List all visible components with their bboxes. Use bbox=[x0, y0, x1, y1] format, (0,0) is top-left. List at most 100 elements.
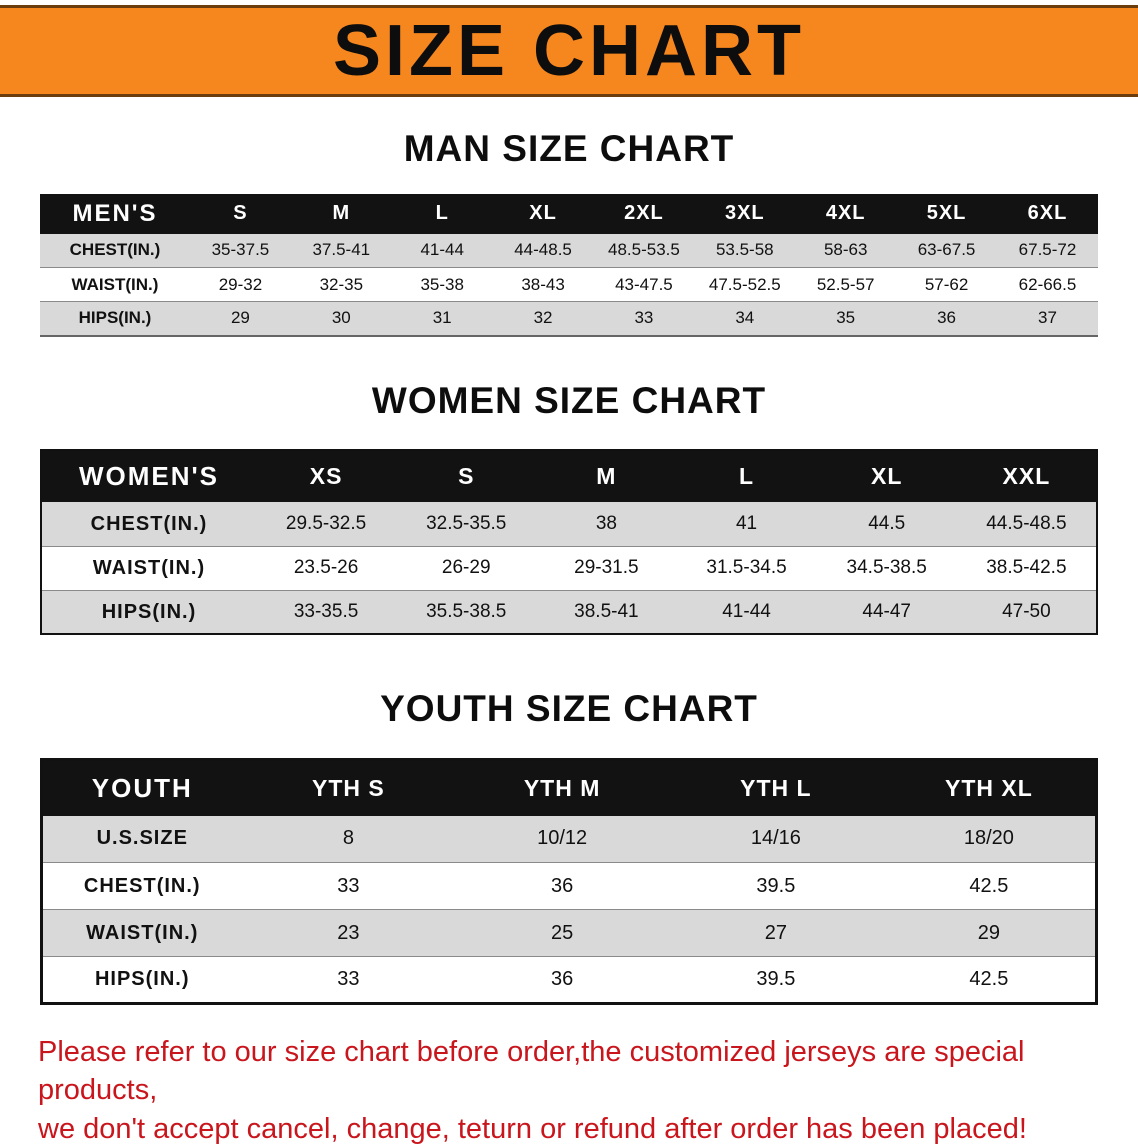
size-column-header: YTH S bbox=[241, 759, 456, 816]
size-value-cell: 38.5-42.5 bbox=[986, 557, 1067, 579]
row-label: HIPS(IN.) bbox=[78, 308, 152, 328]
size-value-cell: 35.5-38.5 bbox=[426, 601, 507, 623]
size-value-cell: 29-31.5 bbox=[574, 557, 639, 579]
size-value-cell: 29 bbox=[230, 308, 250, 328]
size-value-cell: 57-62 bbox=[924, 274, 969, 294]
size-value-cell: 10/12 bbox=[537, 827, 588, 850]
size-value-cell: 31.5-34.5 bbox=[706, 557, 787, 579]
size-column-header: 5XL bbox=[896, 193, 997, 234]
size-value-cell: 67.5-72 bbox=[1018, 240, 1077, 260]
size-value-cell: 41-44 bbox=[420, 240, 464, 260]
size-column-header: XL bbox=[816, 450, 957, 503]
disclaimer-line-1: Please refer to our size chart before or… bbox=[38, 1036, 1025, 1107]
size-value-cell: 35-38 bbox=[420, 274, 464, 294]
table-title-cell: WOMEN'S bbox=[41, 450, 256, 503]
size-column-header: XL bbox=[492, 193, 594, 234]
man-size-chart-section: MAN SIZE CHART MEN'S S M L XL 2XL 3XL 4XL 5XL 6XL… bbox=[0, 128, 1138, 337]
size-value-cell: 33 bbox=[337, 874, 360, 897]
measurement-row: WAIST(IN.) 23.5-26 26-29 29-31.5 31.5-34.5 34… bbox=[41, 546, 1097, 591]
size-value-cell: 38-43 bbox=[521, 274, 565, 294]
size-value-cell: 36 bbox=[937, 308, 957, 328]
measurement-row: CHEST(IN.) 29.5-32.5 32.5-35.5 38 41 44.5 44.5… bbox=[41, 502, 1097, 547]
size-value-cell: 32.5-35.5 bbox=[426, 513, 507, 535]
size-value-cell: 34 bbox=[735, 308, 755, 328]
header-row: WOMEN'S XS S M L XL XXL bbox=[41, 450, 1097, 503]
size-column-header: M bbox=[536, 450, 677, 503]
size-value-cell: 29-32 bbox=[218, 274, 263, 294]
measurement-row: WAIST(IN.) 23 25 27 29 bbox=[41, 909, 1097, 957]
size-value-cell: 43-47.5 bbox=[615, 274, 673, 294]
row-label: WAIST(IN.) bbox=[86, 921, 199, 944]
measurement-row: CHEST(IN.) 35-37.5 37.5-41 41-44 44-48.5 48.5… bbox=[40, 233, 1098, 268]
size-value-cell: 37 bbox=[1038, 308, 1057, 328]
size-value-cell: 23.5-26 bbox=[293, 557, 359, 579]
size-column-header: YTH XL bbox=[882, 759, 1097, 816]
size-value-cell: 14/16 bbox=[750, 827, 801, 850]
size-value-cell: 39.5 bbox=[756, 968, 796, 991]
size-value-cell: 18/20 bbox=[963, 827, 1014, 850]
size-value-cell: 41 bbox=[735, 513, 758, 535]
size-value-cell: 42.5 bbox=[969, 874, 1009, 897]
size-column-header: S bbox=[190, 193, 291, 234]
size-value-cell: 52.5-57 bbox=[816, 274, 875, 294]
row-label: CHEST(IN.) bbox=[69, 240, 161, 260]
size-value-cell: 8 bbox=[342, 827, 354, 850]
disclaimer-line-2: we don't accept cancel, change, teturn o… bbox=[38, 1112, 1027, 1145]
size-value-cell: 48.5-53.5 bbox=[608, 240, 680, 260]
size-value-cell: 47-50 bbox=[1002, 601, 1051, 623]
men-size-table-wrap: MEN'S S M L XL 2XL 3XL 4XL 5XL 6XL CHEST(IN.) 35-37… bbox=[40, 193, 1098, 337]
size-column-header: YTH M bbox=[455, 759, 669, 816]
size-value-cell: 41-44 bbox=[722, 601, 771, 623]
size-value-cell: 33 bbox=[634, 308, 654, 328]
size-value-cell: 63-67.5 bbox=[917, 240, 976, 260]
size-value-cell: 34.5-38.5 bbox=[846, 557, 927, 579]
women-size-chart-section: WOMEN SIZE CHART WOMEN'S XS S M L XL XXL CHEST(… bbox=[0, 379, 1138, 636]
row-label: WAIST(IN.) bbox=[92, 556, 206, 579]
measurement-row: CHEST(IN.) 33 36 39.5 42.5 bbox=[41, 862, 1097, 910]
women-size-chart-heading: WOMEN SIZE CHART bbox=[371, 379, 767, 421]
size-chart-banner: SIZE CHART bbox=[0, 5, 1138, 97]
size-column-header: 2XL bbox=[593, 193, 695, 234]
row-label: CHEST(IN.) bbox=[90, 512, 208, 535]
row-label: HIPS(IN.) bbox=[101, 600, 197, 623]
size-value-cell: 29 bbox=[977, 921, 1000, 944]
size-value-cell: 30 bbox=[331, 308, 351, 328]
size-column-header: L bbox=[391, 193, 493, 234]
size-value-cell: 37.5-41 bbox=[312, 240, 371, 260]
size-value-cell: 32 bbox=[533, 308, 553, 328]
size-column-header: XS bbox=[256, 450, 397, 503]
size-value-cell: 25 bbox=[551, 921, 574, 944]
women-size-table: WOMEN'S XS S M L XL XXL CHEST(IN.) 29.5-32.5 32.5… bbox=[40, 449, 1098, 636]
size-value-cell: 27 bbox=[764, 921, 787, 944]
size-value-cell: 53.5-58 bbox=[715, 240, 774, 260]
size-value-cell: 47.5-52.5 bbox=[708, 274, 781, 294]
size-column-header: L bbox=[676, 450, 817, 503]
row-label: WAIST(IN.) bbox=[71, 274, 159, 294]
size-value-cell: 35 bbox=[836, 308, 856, 328]
size-value-cell: 36 bbox=[551, 874, 574, 897]
women-size-table-wrap: WOMEN'S XS S M L XL XXL CHEST(IN.) 29.5-32.5 32.5… bbox=[40, 449, 1098, 636]
size-column-header: XXL bbox=[956, 450, 1097, 503]
order-disclaimer: Please refer to our size chart before or… bbox=[38, 1033, 1104, 1148]
measurement-row: HIPS(IN.) 33 36 39.5 42.5 bbox=[41, 956, 1097, 1004]
measurement-row: HIPS(IN.) 29 30 31 32 33 34 35 36 37 bbox=[40, 301, 1098, 336]
size-value-cell: 35-37.5 bbox=[211, 240, 270, 260]
size-column-header: 6XL bbox=[997, 193, 1098, 234]
table-title-cell: MEN'S bbox=[40, 193, 190, 234]
header-row: YOUTH YTH S YTH M YTH L YTH XL bbox=[41, 759, 1097, 816]
size-value-cell: 44.5-48.5 bbox=[986, 513, 1067, 535]
size-column-header: S bbox=[396, 450, 537, 503]
size-value-cell: 26-29 bbox=[441, 557, 491, 579]
size-column-header: 3XL bbox=[694, 193, 796, 234]
man-size-chart-heading: MAN SIZE CHART bbox=[403, 128, 735, 169]
size-column-header: 4XL bbox=[795, 193, 897, 234]
men-size-table: MEN'S S M L XL 2XL 3XL 4XL 5XL 6XL CHEST(IN.) 35-37… bbox=[40, 193, 1098, 337]
size-value-cell: 36 bbox=[551, 968, 574, 991]
size-value-cell: 31 bbox=[432, 308, 452, 328]
size-value-cell: 38.5-41 bbox=[574, 601, 639, 623]
row-label: U.S.SIZE bbox=[96, 827, 188, 850]
size-value-cell: 33 bbox=[337, 968, 360, 991]
size-value-cell: 38 bbox=[595, 513, 617, 535]
youth-size-chart-section: YOUTH SIZE CHART YOUTH YTH S YTH M YTH L YTH… bbox=[0, 689, 1138, 1006]
row-label: CHEST(IN.) bbox=[83, 874, 201, 897]
